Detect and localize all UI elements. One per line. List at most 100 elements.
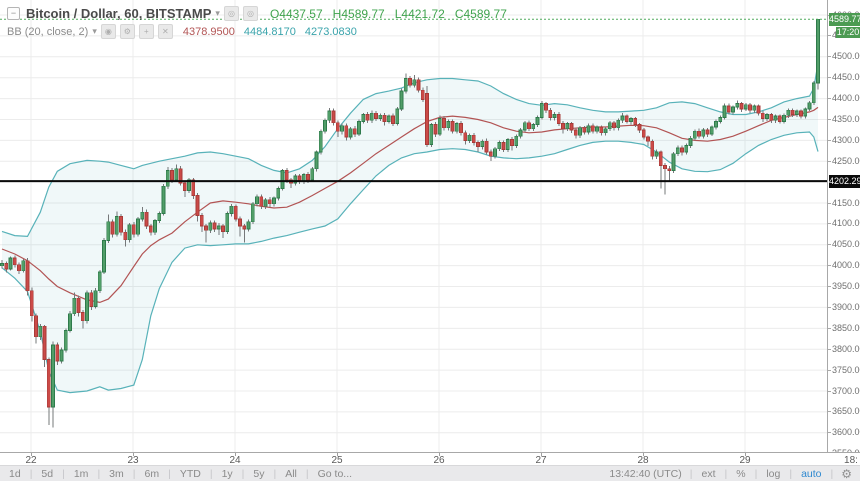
low-value: 4421.72 bbox=[401, 6, 445, 21]
price-axis-label: 4000.00 bbox=[828, 261, 860, 270]
divider: | bbox=[97, 467, 101, 480]
price-axis-label: 3750.00 bbox=[828, 365, 860, 375]
range-button-3m[interactable]: 3m bbox=[109, 467, 124, 480]
price-axis-label: 4450.00 bbox=[828, 73, 860, 82]
divider: | bbox=[754, 467, 758, 480]
close-label: C bbox=[454, 6, 464, 21]
bb-upper-value: 4484.8170 bbox=[243, 25, 296, 38]
price-axis-label: 3800.00 bbox=[828, 344, 860, 354]
indicator-values: 4378.9500 4484.8170 4273.0830 bbox=[183, 26, 357, 38]
time-axis-tick bbox=[31, 453, 32, 456]
divider: | bbox=[62, 467, 65, 480]
price-axis-label: 4100.00 bbox=[828, 219, 860, 228]
time-axis[interactable]: 22 23 24 25 26 27 28 29 18: bbox=[0, 452, 860, 466]
price-axis-label: 4150.00 bbox=[828, 198, 860, 208]
divider: | bbox=[132, 467, 136, 480]
time-axis-tick bbox=[337, 453, 338, 456]
range-button-1m[interactable]: 1m bbox=[73, 467, 89, 480]
collapse-icon[interactable]: − bbox=[7, 7, 20, 20]
divider: | bbox=[209, 467, 213, 480]
divider: | bbox=[168, 467, 171, 480]
open-value: 4437.57 bbox=[279, 6, 323, 21]
auto-scale-button[interactable]: auto bbox=[801, 467, 822, 480]
settings-gear-icon[interactable]: ⚙ bbox=[841, 466, 852, 481]
range-button-all[interactable]: All bbox=[285, 467, 297, 480]
candles bbox=[0, 18, 820, 428]
bb-basis-value: 4378.9500 bbox=[182, 25, 235, 38]
hline-price-badge: 4202.29 bbox=[829, 175, 860, 188]
price-axis-label: 4400.00 bbox=[828, 94, 860, 103]
range-button-ytd[interactable]: YTD bbox=[179, 467, 201, 480]
goto-button[interactable]: Go to... bbox=[317, 467, 353, 480]
bb-lower-value: 4273.0830 bbox=[304, 25, 357, 38]
time-axis-label: 25 bbox=[331, 455, 343, 466]
time-axis-tick bbox=[439, 453, 440, 456]
divider: | bbox=[305, 467, 309, 480]
candlestick-chart[interactable] bbox=[0, 0, 827, 452]
divider: | bbox=[724, 467, 728, 480]
bb-middle-line bbox=[1, 106, 819, 304]
bottom-toolbar: 1d | 5d | 1m | 3m | 6m | YTD | 1y | 5y | All | Go to... 13… bbox=[0, 465, 860, 481]
symbol-title[interactable]: Bitcoin / Dollar, 60, BITSTAMP bbox=[26, 6, 212, 21]
divider: | bbox=[273, 467, 277, 480]
time-axis-label: 29 bbox=[739, 455, 751, 466]
low-label: L bbox=[394, 6, 402, 21]
bar-countdown-badge: 17:20 bbox=[836, 27, 860, 38]
price-axis-label: 4050.00 bbox=[828, 240, 860, 249]
plus-icon[interactable]: + bbox=[138, 24, 154, 39]
price-axis[interactable]: 3550.003600.003650.003700.003750.003800.… bbox=[827, 0, 860, 465]
indicator-title: BB (20, close, 2) bbox=[7, 25, 89, 38]
price-axis-label: 3600.00 bbox=[828, 428, 860, 437]
range-button-6m[interactable]: 6m bbox=[144, 467, 160, 480]
time-axis-label: 28 bbox=[637, 455, 649, 466]
divider: | bbox=[830, 467, 834, 480]
time-axis-label: 23 bbox=[127, 455, 139, 466]
log-scale-button[interactable]: log bbox=[766, 467, 781, 480]
price-axis-label: 3650.00 bbox=[828, 407, 860, 416]
close-icon[interactable]: ✕ bbox=[157, 24, 173, 39]
time-axis-tick bbox=[643, 453, 644, 456]
range-button-5d[interactable]: 5d bbox=[41, 467, 54, 480]
time-axis-label: 26 bbox=[433, 455, 445, 466]
divider: | bbox=[789, 467, 793, 480]
symbol-action-icon-1[interactable]: ◎ bbox=[223, 6, 239, 21]
bollinger-bands bbox=[1, 63, 819, 394]
price-axis-label: 4250.00 bbox=[828, 156, 860, 166]
last-price-badge: 4589.77 bbox=[829, 13, 860, 26]
time-axis-label: 27 bbox=[535, 455, 547, 466]
open-label: O bbox=[269, 6, 280, 21]
divider: | bbox=[241, 467, 245, 480]
ohlc-readout: O4437.57 H4589.77 L4421.72 C4589.77 bbox=[270, 7, 507, 21]
price-axis-label: 4500.00 bbox=[828, 52, 860, 61]
divider: | bbox=[689, 467, 693, 480]
legend: − Bitcoin / Dollar, 60, BITSTAMP ▾ ◎ ◎ O… bbox=[7, 6, 507, 39]
extended-hours-button[interactable]: ext bbox=[701, 467, 716, 480]
price-axis-label: 3950.00 bbox=[828, 282, 860, 291]
range-button-1y[interactable]: 1y bbox=[221, 467, 233, 480]
time-axis-tick bbox=[541, 453, 542, 456]
price-axis-label: 3850.00 bbox=[828, 323, 860, 333]
high-label: H bbox=[332, 6, 342, 21]
symbol-action-icon-2[interactable]: ◎ bbox=[242, 6, 258, 21]
price-axis-label: 3900.00 bbox=[828, 302, 860, 312]
price-axis-label: 4350.00 bbox=[828, 115, 860, 124]
time-axis-label: 24 bbox=[229, 455, 241, 466]
time-axis-tick bbox=[133, 453, 134, 456]
clock-label: 13:42:40 (UTC) bbox=[609, 467, 682, 480]
gear-icon[interactable]: ⚙ bbox=[119, 24, 135, 39]
price-axis-label: 4300.00 bbox=[828, 135, 860, 145]
chevron-down-icon[interactable]: ▾ bbox=[215, 8, 220, 18]
range-button-5y[interactable]: 5y bbox=[253, 467, 265, 480]
close-value: 4589.77 bbox=[463, 6, 507, 21]
range-button-1d[interactable]: 1d bbox=[9, 467, 21, 480]
eye-icon[interactable]: ◉ bbox=[100, 24, 116, 39]
time-axis-label: 22 bbox=[25, 455, 37, 466]
percent-scale-button[interactable]: % bbox=[736, 467, 746, 480]
price-axis-label: 3700.00 bbox=[828, 386, 860, 396]
high-value: 4589.77 bbox=[341, 6, 385, 21]
time-axis-label: 18: bbox=[844, 455, 858, 466]
time-axis-tick bbox=[745, 453, 746, 456]
time-axis-tick bbox=[235, 453, 236, 456]
chevron-down-icon[interactable]: ▾ bbox=[92, 26, 97, 36]
